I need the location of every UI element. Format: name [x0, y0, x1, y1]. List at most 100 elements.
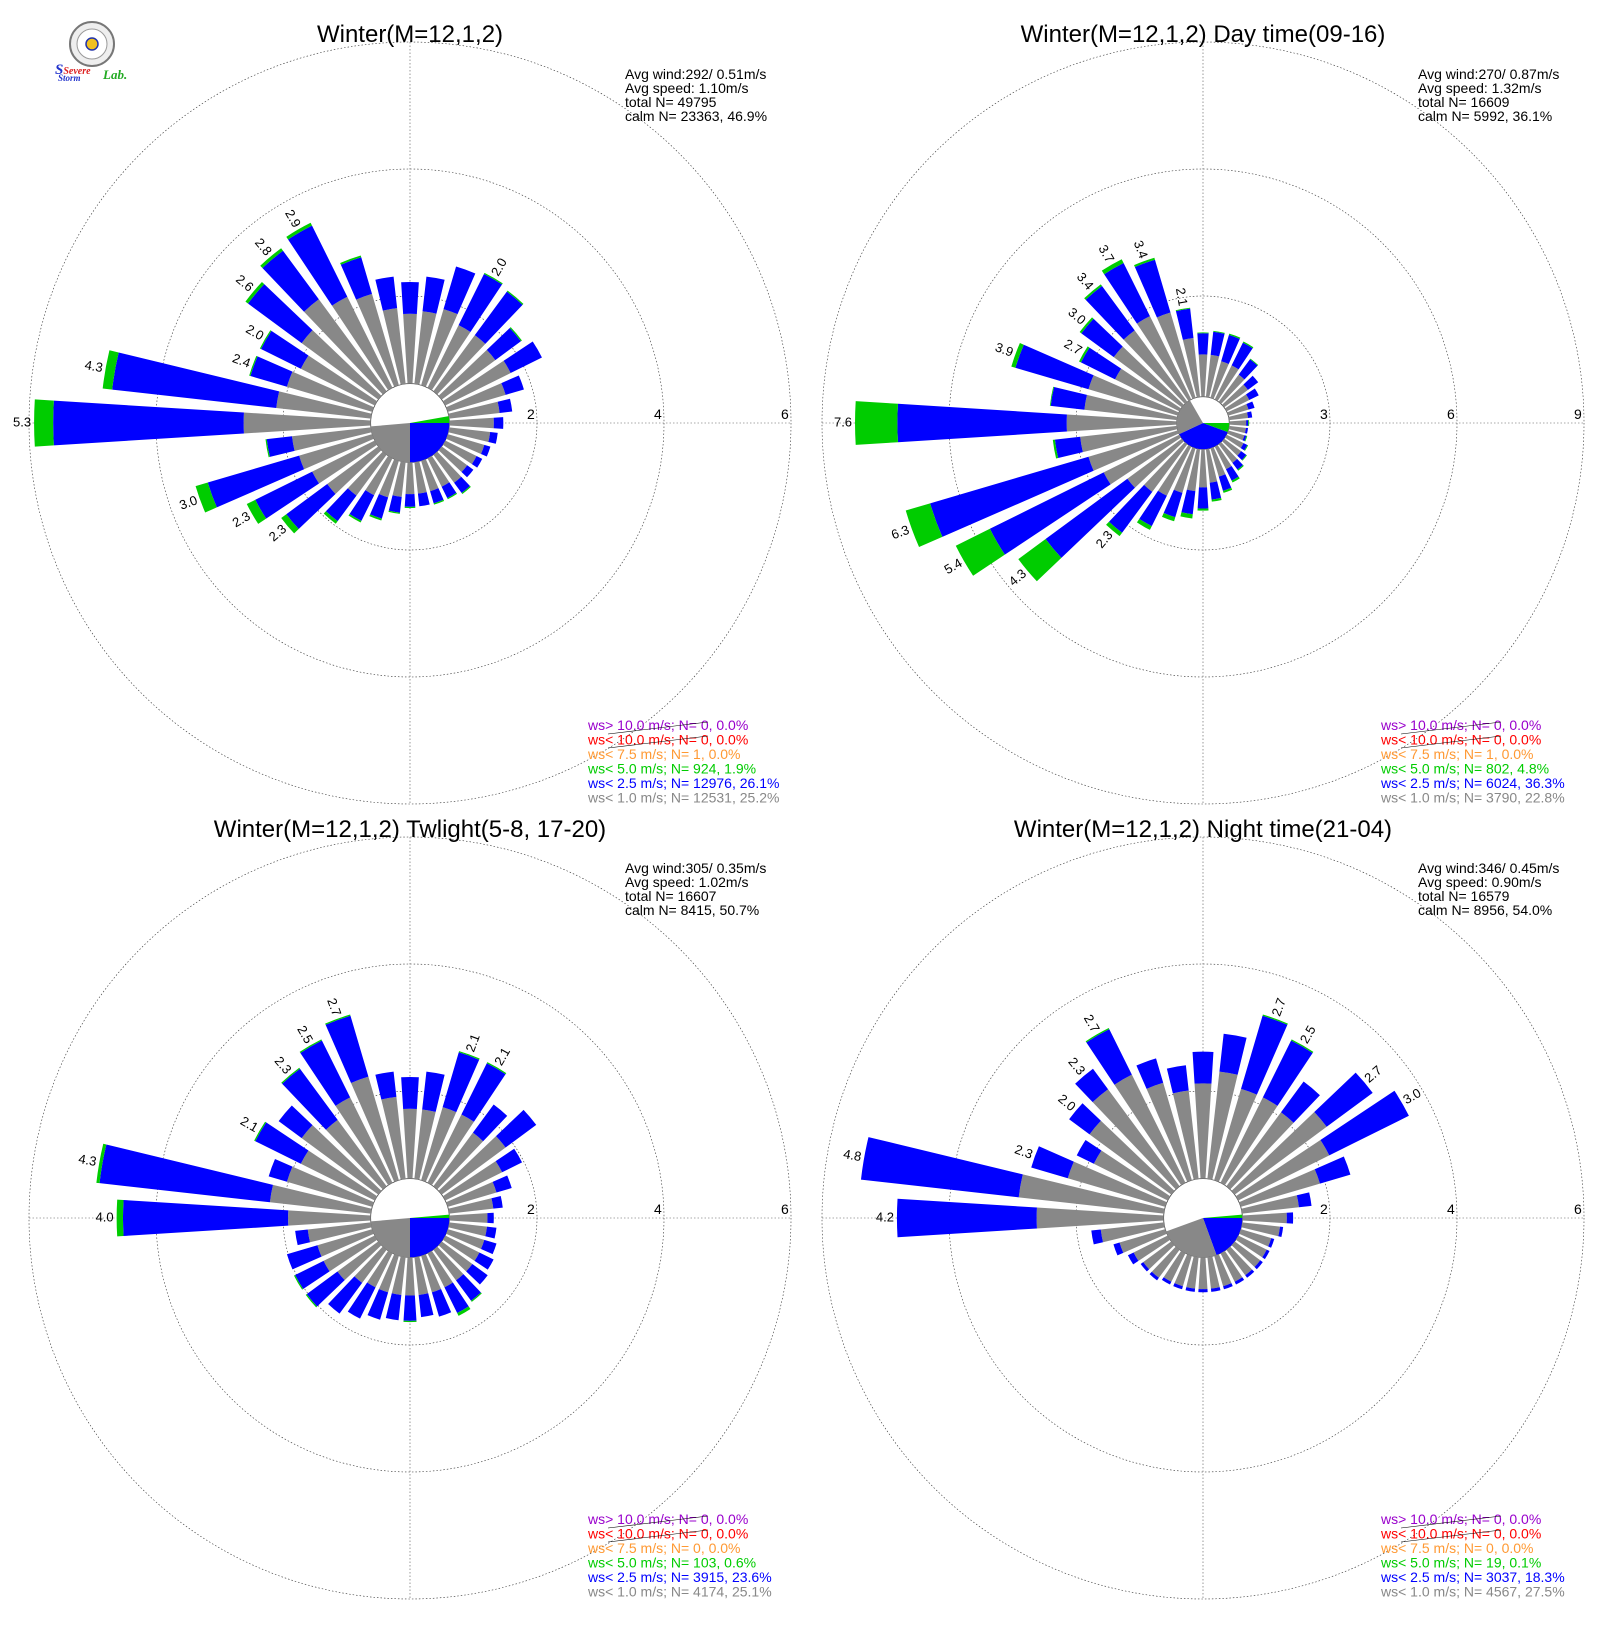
wind-bar-segment	[247, 284, 313, 344]
wind-bar-segment	[1134, 257, 1155, 268]
wind-bar-segment	[1080, 347, 1122, 380]
wind-bar-segment	[444, 1282, 469, 1313]
panel-title: Winter(M=12,1,2) Night time(21-04)	[1014, 816, 1392, 843]
range-ring	[821, 41, 1585, 805]
wind-bar-segment	[989, 472, 1111, 555]
wind-bar-segment	[286, 1245, 322, 1270]
wind-bar-segment	[486, 1062, 507, 1075]
wind-bar-segment	[382, 308, 406, 385]
stats-line: calm N= 5992, 36.1%	[1418, 108, 1552, 124]
wind-bar-segment	[1231, 1241, 1261, 1268]
range-ring	[28, 836, 792, 1600]
wind-bar-segment	[1198, 1288, 1208, 1293]
wind-bar-segment	[335, 1097, 393, 1186]
wind-bar-segment	[340, 257, 372, 300]
wind-bar-segment	[325, 1119, 387, 1190]
wind-bar-segment	[1011, 343, 1024, 368]
wind-bar-segment	[417, 492, 430, 507]
calm-sector	[370, 423, 410, 463]
legend-guide-line	[1400, 1529, 1502, 1543]
legend-entry: ws< 2.5 m/s; N= 6024, 36.3%	[1380, 775, 1565, 791]
wind-bar-segment	[493, 417, 504, 429]
wind-bar-segment	[1226, 1246, 1253, 1276]
wind-bar-segment	[896, 1198, 1037, 1238]
wind-bar-segment	[1092, 1089, 1180, 1190]
wind-bar-segment	[1192, 1051, 1214, 1084]
wind-bar-segment	[291, 427, 372, 451]
wind-bar-segment	[102, 350, 119, 390]
bar-total-label: 2.0	[488, 255, 510, 278]
wind-bar-segment	[1139, 490, 1167, 527]
wind-bar-segment	[381, 1096, 406, 1180]
wind-bar-segment	[483, 272, 503, 285]
wind-bar-segment	[1136, 1058, 1164, 1089]
wind-bar-segment	[1237, 451, 1247, 461]
wind-bar-segment	[401, 282, 419, 314]
wind-bar-segment	[403, 1108, 417, 1179]
wind-bar-segment	[122, 1199, 289, 1237]
wind-bar-segment	[323, 511, 338, 524]
wind-bar-segment	[331, 296, 393, 391]
wind-bar-segment	[414, 461, 427, 494]
wind-bar-segment	[268, 1159, 293, 1182]
wind-bar-segment	[195, 482, 217, 513]
logo-storm: Storm	[58, 73, 81, 83]
wind-bar-segment	[433, 451, 462, 483]
wind-bar-segment	[299, 434, 374, 470]
wind-bar-segment	[422, 276, 445, 314]
wind-bar-segment	[433, 499, 445, 505]
wind-bar-segment	[1241, 1222, 1280, 1237]
wind-bar-segment	[1173, 1283, 1183, 1290]
wind-bar-segment	[1119, 1229, 1167, 1253]
wind-bar-segment	[1218, 374, 1245, 404]
stats-line: Avg wind:346/ 0.45m/s	[1418, 860, 1559, 876]
wind-bar-segment	[1123, 330, 1188, 404]
wind-bar-segment	[254, 1121, 267, 1142]
wind-bar-segment	[112, 352, 280, 408]
wind-bar-segment	[485, 1226, 497, 1239]
wind-bar-segment	[1050, 386, 1087, 410]
wind-bar-segment	[1246, 388, 1259, 401]
windrose-panel: 3 6 9 2.3 4.3 5.4 6.3 7.6 3.9 2.7 3.0 3.4 3.7 3.4 2.1 W…	[821, 21, 1585, 806]
wind-bar-segment	[1207, 1071, 1238, 1180]
wind-bar-segment	[260, 248, 284, 269]
wind-bar-segment	[501, 375, 524, 395]
wind-bar-segment	[1231, 342, 1253, 370]
wind-bar-segment	[1286, 1212, 1294, 1224]
lab-logo: SSevere Storm Lab.	[55, 21, 127, 83]
legend-guide-line	[1400, 1515, 1502, 1529]
bar-total-label: 2.7	[1361, 1062, 1384, 1085]
wind-bar-segment	[1091, 1229, 1104, 1245]
wind-bar-segment	[480, 1239, 497, 1255]
wind-bar-segment	[955, 528, 1005, 576]
wind-bar-segment	[1113, 346, 1184, 408]
wind-bar-segment	[1218, 474, 1232, 491]
calm-sector	[1203, 1218, 1243, 1255]
wind-bar-segment	[367, 1250, 393, 1288]
wind-bar-segment	[365, 455, 393, 496]
wind-bar-segment	[1210, 1287, 1221, 1292]
wind-bar-segment	[427, 325, 471, 391]
wind-bar-segment	[1227, 404, 1249, 416]
wind-bar-segment	[414, 1256, 429, 1295]
wind-bar-segment	[1214, 1088, 1257, 1182]
wind-bar-segment	[259, 330, 272, 350]
wind-bar-segment	[1262, 1014, 1288, 1025]
wind-bar-segment	[480, 444, 491, 457]
wind-bar-segment	[1238, 359, 1258, 380]
wind-bar-segment	[1085, 1028, 1110, 1043]
wind-bar-segment	[1220, 1097, 1278, 1186]
bar-total-label: 2.3	[272, 1053, 295, 1076]
ring-label: 2	[527, 1201, 535, 1217]
wind-bar-segment	[1031, 1146, 1074, 1179]
wind-bar-segment	[1146, 1082, 1192, 1182]
wind-bar-segment	[403, 313, 417, 384]
wind-bar-segment	[448, 401, 500, 419]
wind-bar-segment	[449, 417, 494, 429]
bar-total-label: 3.9	[993, 339, 1015, 359]
wind-bar-segment	[458, 273, 503, 333]
bar-total-label: 5.3	[13, 414, 31, 429]
wind-bar-segment	[1086, 1029, 1132, 1085]
wind-bar-segment	[1226, 1112, 1294, 1190]
wind-bar-segment	[295, 1229, 311, 1246]
